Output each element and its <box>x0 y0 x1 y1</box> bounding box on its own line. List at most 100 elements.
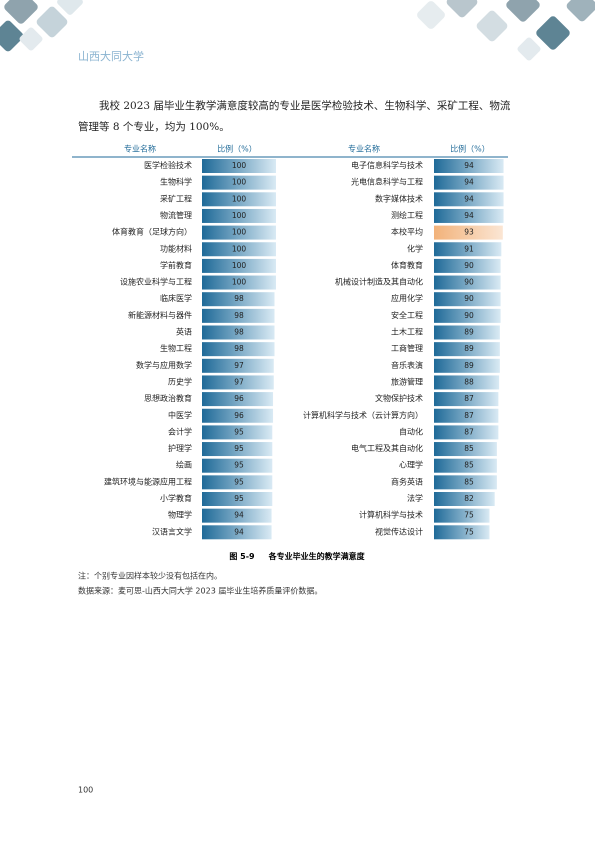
major-name: 历史学 <box>168 376 192 386</box>
major-name: 应用化学 <box>391 293 423 303</box>
bar-value: 94 <box>464 178 474 187</box>
bar <box>434 525 490 540</box>
bar-value: 100 <box>232 178 247 187</box>
bar <box>434 475 497 490</box>
major-name: 物流管理 <box>160 210 192 220</box>
bar-value: 98 <box>234 328 244 337</box>
page-number: 100 <box>78 786 93 795</box>
bar <box>202 458 273 473</box>
bar <box>202 375 274 390</box>
bar <box>202 308 275 323</box>
major-name: 物理学 <box>168 510 192 520</box>
bar <box>434 159 504 173</box>
bar-value: 100 <box>232 194 247 203</box>
bar-value: 94 <box>464 194 474 203</box>
major-name: 中医学 <box>168 410 192 420</box>
major-name: 商务英语 <box>391 476 423 486</box>
bar-value: 95 <box>234 477 244 486</box>
bar-value: 85 <box>464 461 474 470</box>
school-name: 山西大同大学 <box>78 49 144 63</box>
bar-value: 93 <box>464 228 474 237</box>
bar <box>202 492 273 506</box>
bar <box>202 475 273 490</box>
bar-value: 85 <box>464 444 474 453</box>
major-name: 生物科学 <box>160 177 192 187</box>
bar <box>434 175 504 190</box>
column-header: 比例（%） <box>217 144 257 154</box>
note: 数据来源：麦可思-山西大同大学 2023 届毕业生培养质量评价数据。 <box>78 586 322 596</box>
major-name: 旅游管理 <box>391 376 423 386</box>
bar <box>202 525 272 540</box>
bar-value: 91 <box>464 244 474 253</box>
bar <box>434 408 499 423</box>
bar-value: 94 <box>234 511 244 520</box>
bar <box>434 208 504 223</box>
major-name: 文物保护技术 <box>375 393 423 403</box>
major-name: 计算机科学与技术（云计算方向） <box>303 410 423 420</box>
bar <box>202 408 274 423</box>
bar-value: 100 <box>232 244 247 253</box>
major-name: 小学教育 <box>160 493 192 503</box>
bar <box>434 492 495 506</box>
major-name: 电气工程及其自动化 <box>351 443 423 453</box>
major-name: 本校平均 <box>391 227 423 237</box>
bar-value: 87 <box>464 411 474 420</box>
bar-value: 97 <box>234 361 244 370</box>
bar <box>434 358 500 373</box>
bar <box>202 358 274 373</box>
bar <box>202 508 272 523</box>
bar-value: 95 <box>234 427 244 436</box>
bar <box>434 242 502 257</box>
major-name: 绘画 <box>176 460 192 470</box>
bar <box>434 325 500 340</box>
major-name: 功能材料 <box>160 243 192 253</box>
bar <box>434 225 503 240</box>
bar-value: 100 <box>232 261 247 270</box>
figure-title: 各专业毕业生的教学满意度 <box>268 551 366 561</box>
major-name: 电子信息科学与技术 <box>351 160 423 170</box>
bar-value: 98 <box>234 294 244 303</box>
column-header: 比例（%） <box>450 144 490 154</box>
intro-paragraph: 我校 2023 届毕业生教学满意度较高的专业是医学检验技术、生物科学、采矿工程、… <box>78 100 511 133</box>
bar-value: 87 <box>464 427 474 436</box>
bar-value: 95 <box>234 494 244 503</box>
major-name: 光电信息科学与工程 <box>351 177 423 187</box>
bar <box>434 342 500 357</box>
column-header: 专业名称 <box>124 144 156 154</box>
bar <box>434 508 490 523</box>
major-name: 数学与应用数学 <box>136 360 192 370</box>
major-name: 汉语言文学 <box>152 526 192 536</box>
bar-value: 87 <box>464 394 474 403</box>
bar <box>202 159 276 173</box>
bar-value: 100 <box>232 211 247 220</box>
major-name: 学前教育 <box>160 260 192 270</box>
bar <box>202 175 276 190</box>
bar <box>434 192 504 207</box>
major-name: 视觉传达设计 <box>375 526 423 536</box>
major-name: 临床医学 <box>160 293 192 303</box>
bar-value: 100 <box>232 228 247 237</box>
bar <box>202 208 276 223</box>
figure-label: 图 5-9 各专业毕业生的教学满意度 <box>229 551 365 561</box>
bar <box>202 342 275 357</box>
column-header: 专业名称 <box>348 144 380 154</box>
major-name: 英语 <box>176 327 192 337</box>
major-name: 化学 <box>407 243 423 253</box>
major-name: 计算机科学与技术 <box>359 510 423 520</box>
bar-value: 98 <box>234 344 244 353</box>
bar <box>202 258 276 273</box>
major-name: 工商管理 <box>391 343 423 353</box>
bar-value: 90 <box>464 294 474 303</box>
major-name: 会计学 <box>168 426 192 436</box>
bar <box>202 442 273 457</box>
bar <box>434 392 499 407</box>
bar <box>202 325 275 340</box>
bar-value: 94 <box>464 161 474 170</box>
major-name: 采矿工程 <box>160 193 192 203</box>
bar-value: 100 <box>232 161 247 170</box>
bar <box>434 442 497 457</box>
bar-value: 90 <box>464 311 474 320</box>
bar <box>434 275 501 290</box>
bar-value: 85 <box>464 477 474 486</box>
bar-value: 90 <box>464 278 474 287</box>
